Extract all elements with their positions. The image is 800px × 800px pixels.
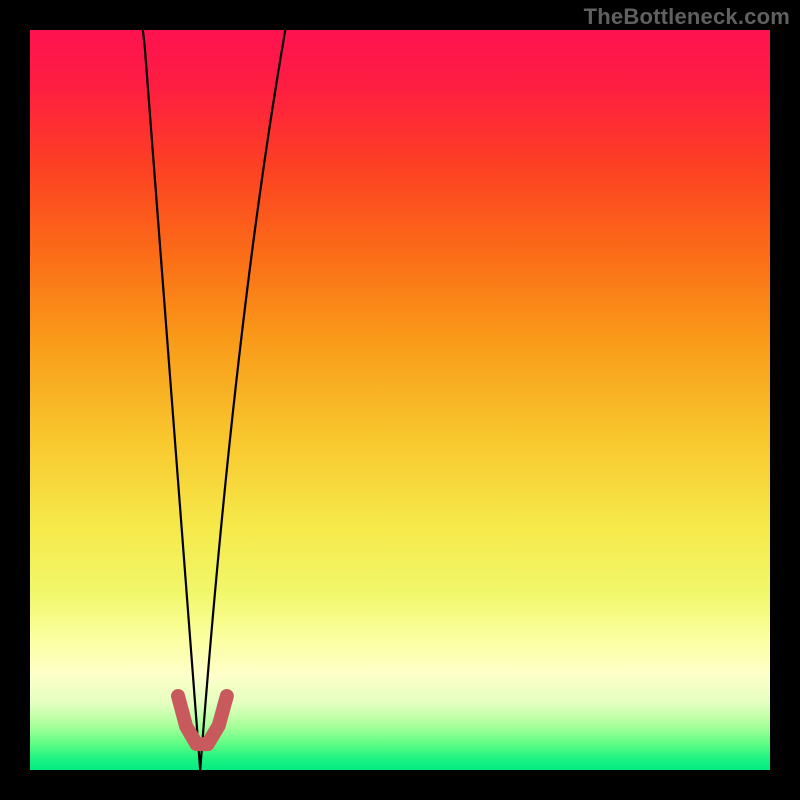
plot-area bbox=[30, 30, 770, 770]
watermark-text: TheBottleneck.com bbox=[584, 4, 790, 30]
plot-svg bbox=[30, 30, 770, 770]
gradient-background bbox=[30, 30, 770, 770]
outer-frame: TheBottleneck.com bbox=[0, 0, 800, 800]
